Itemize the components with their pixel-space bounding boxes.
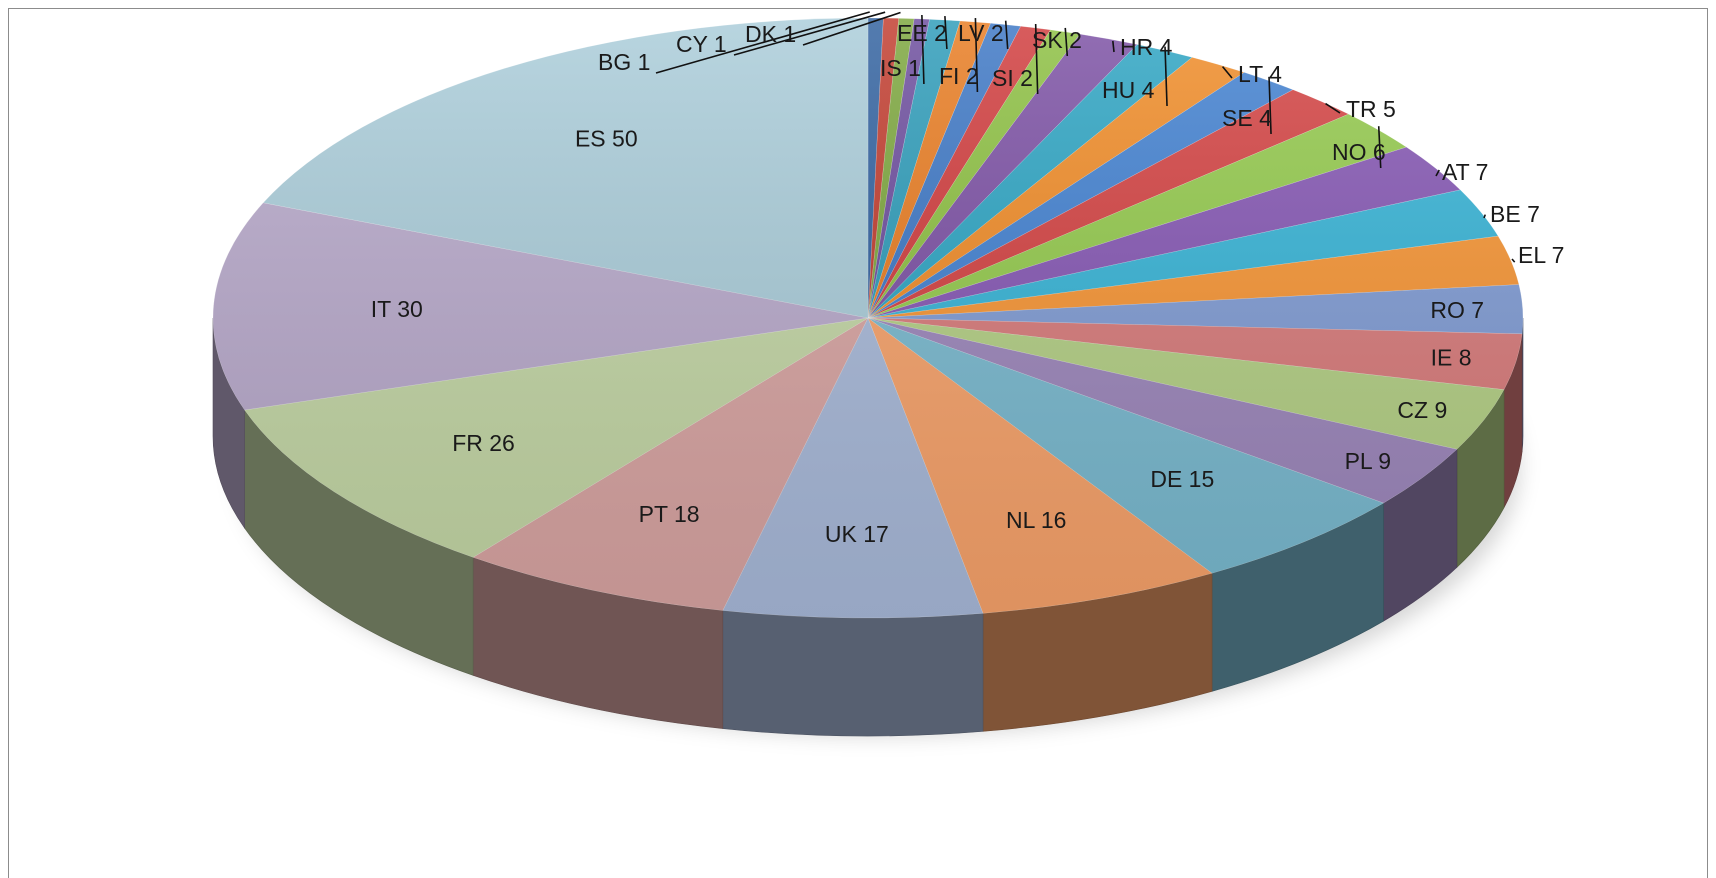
data-label-sk: SK 2 — [1032, 27, 1082, 53]
leader-line-sk — [1064, 27, 1069, 57]
data-label-de: DE 15 — [1150, 466, 1214, 492]
leader-line-no — [1377, 126, 1382, 169]
data-label-hu: HU 4 — [1102, 77, 1155, 103]
leader-line-fi — [974, 18, 979, 93]
leader-line-dk — [802, 11, 901, 46]
leader-line-lv — [1004, 20, 1009, 50]
data-label-ie: IE 8 — [1431, 345, 1472, 371]
leader-lines — [655, 11, 1516, 263]
data-label-es: ES 50 — [575, 125, 638, 151]
data-label-uk: UK 17 — [825, 521, 889, 547]
data-label-fr: FR 26 — [452, 430, 515, 456]
data-label-tr: TR 5 — [1346, 96, 1396, 122]
pie-top — [212, 17, 1524, 619]
leader-line-hu — [1164, 46, 1168, 107]
data-label-si: SI 2 — [992, 65, 1033, 91]
data-label-hr: HR 4 — [1120, 34, 1173, 60]
leader-line-bg — [655, 11, 870, 74]
data-label-cz: CZ 9 — [1397, 397, 1447, 423]
leader-line-lt — [1221, 66, 1233, 79]
leader-line-el — [1511, 258, 1516, 263]
data-label-is: IS 1 — [880, 55, 921, 81]
data-label-lt: LT 4 — [1238, 61, 1282, 87]
leader-line-is — [921, 14, 925, 85]
data-label-ee: EE 2 — [897, 20, 947, 46]
data-label-it: IT 30 — [371, 296, 423, 322]
leader-line-se — [1268, 76, 1272, 135]
data-label-se: SE 4 — [1222, 105, 1272, 131]
leader-line-tr — [1325, 102, 1341, 114]
pie-sides — [212, 317, 1524, 737]
leader-line-be — [1483, 214, 1487, 219]
data-labels: BG 1 CY 1 DK 1 IS 1 EE 2 FI 2 LV 2 SI 2 SK 2 HR 4… — [371, 20, 1565, 547]
slice-side-uk — [722, 610, 984, 737]
leader-line-hr — [1112, 40, 1115, 53]
data-label-no: NO 6 — [1332, 139, 1386, 165]
leader-line-si — [1034, 23, 1039, 95]
leader-line-ee — [944, 16, 948, 50]
leader-line-cy — [733, 11, 886, 56]
data-label-cy: CY 1 — [676, 31, 727, 57]
data-label-dk: DK 1 — [745, 21, 796, 47]
data-label-at: AT 7 — [1442, 159, 1488, 185]
data-label-fi: FI 2 — [939, 63, 979, 89]
data-label-be: BE 7 — [1490, 201, 1540, 227]
data-label-el: EL 7 — [1518, 242, 1564, 268]
data-label-nl: NL 16 — [1006, 507, 1067, 533]
data-label-pt: PT 18 — [639, 501, 700, 527]
leader-line-at — [1435, 169, 1440, 177]
data-label-lv: LV 2 — [958, 20, 1004, 46]
data-label-bg: BG 1 — [598, 49, 650, 75]
data-label-ro: RO 7 — [1430, 297, 1484, 323]
data-label-pl: PL 9 — [1345, 448, 1391, 474]
